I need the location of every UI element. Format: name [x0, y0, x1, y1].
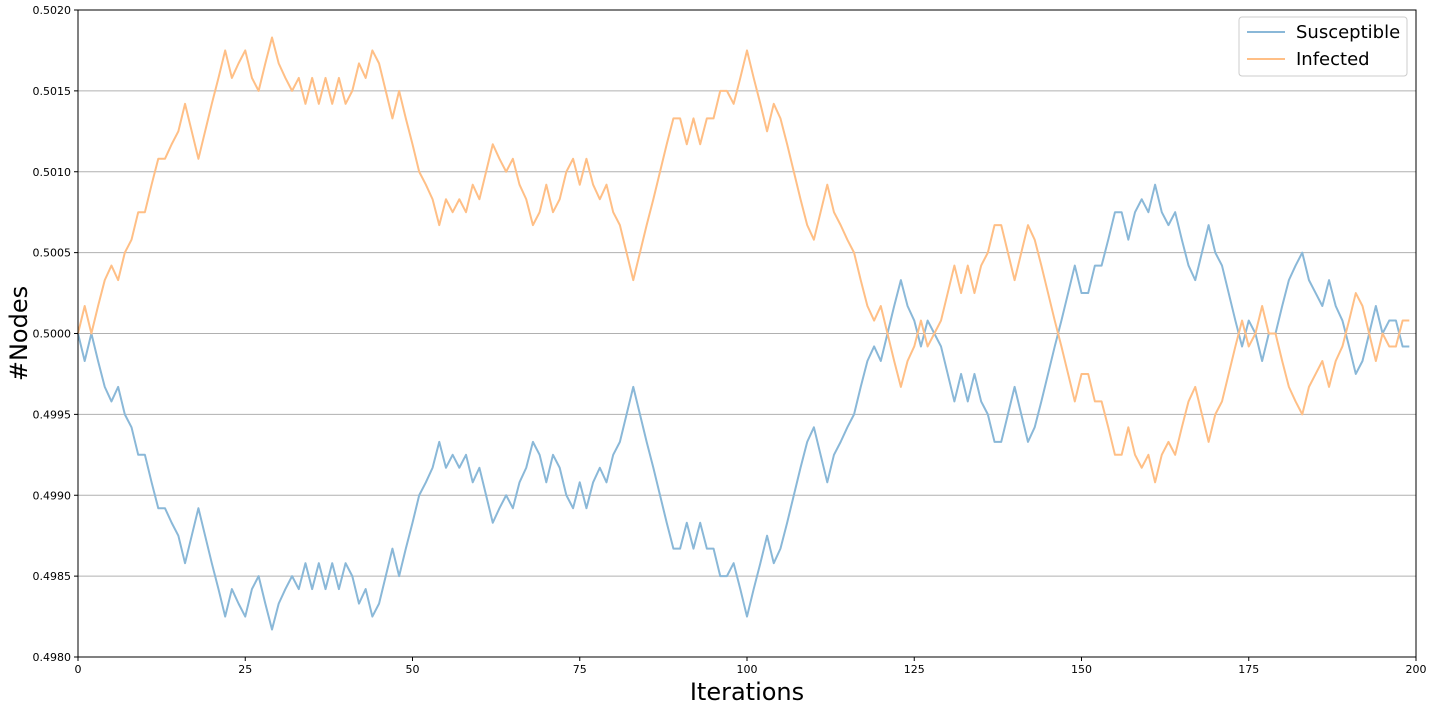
- x-tick-label-7: 175: [1238, 663, 1259, 676]
- x-tick-label-3: 75: [573, 663, 587, 676]
- y-axis-ticks: 0.4980 0.4985 0.4990 0.4995 0.5000 0.5005 0.50…: [33, 4, 78, 664]
- x-tick-label-1: 25: [238, 663, 252, 676]
- x-tick-label-6: 150: [1071, 663, 1092, 676]
- x-tick-label-0: 0: [75, 663, 82, 676]
- legend-label-susceptible: Susceptible: [1296, 22, 1400, 43]
- x-axis-title: Iterations: [690, 678, 804, 706]
- y-tick-label-4: 0.5000: [33, 328, 72, 341]
- x-axis-ticks: 0 25 50 75 100 125 150 175 200: [75, 657, 1427, 676]
- y-tick-label-0: 0.4980: [33, 651, 72, 664]
- y-axis-title: #Nodes: [5, 286, 33, 381]
- x-tick-label-4: 100: [737, 663, 758, 676]
- series-lines: [77, 36, 1410, 631]
- y-tick-label-3: 0.4995: [33, 408, 72, 421]
- y-tick-label-2: 0.4990: [33, 489, 72, 502]
- x-tick-label-2: 50: [406, 663, 420, 676]
- y-tick-label-7: 0.5015: [33, 85, 72, 98]
- y-tick-label-6: 0.5010: [33, 166, 72, 179]
- series-line-susceptible: [77, 183, 1410, 631]
- legend-label-infected: Infected: [1296, 49, 1370, 70]
- x-tick-label-5: 125: [904, 663, 925, 676]
- y-tick-label-5: 0.5005: [33, 247, 72, 260]
- legend: Susceptible Infected: [1238, 16, 1408, 77]
- x-tick-label-8: 200: [1406, 663, 1427, 676]
- series-line-infected: [77, 36, 1410, 484]
- y-tick-label-8: 0.5020: [33, 4, 72, 17]
- y-tick-label-1: 0.4985: [33, 570, 72, 583]
- grid-lines: [78, 9, 1416, 658]
